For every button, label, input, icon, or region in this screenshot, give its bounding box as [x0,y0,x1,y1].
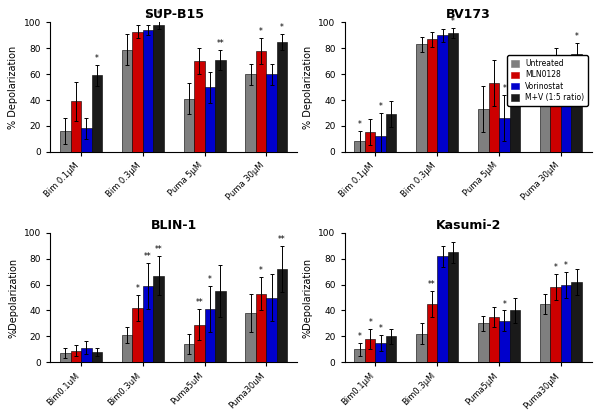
Bar [365,132,376,152]
Y-axis label: %Depolarization: %Depolarization [303,257,313,338]
Text: *: * [368,318,372,326]
Bar [448,252,458,362]
Bar [71,101,81,152]
Bar [277,269,287,362]
Text: *: * [136,284,140,293]
Bar [71,351,81,362]
Bar [437,36,448,152]
Text: *: * [146,14,150,23]
Text: *: * [208,275,212,284]
Text: *: * [280,23,284,32]
Bar [256,51,266,152]
Bar [60,353,71,362]
Text: **: ** [278,235,286,244]
Bar [427,304,437,362]
Text: *: * [259,266,263,275]
Bar [499,118,509,152]
Bar [386,336,397,362]
Bar [194,325,205,362]
Bar [355,141,365,152]
Text: *: * [379,324,383,333]
Text: *: * [502,300,506,308]
Bar [143,30,154,152]
Text: *: * [502,84,506,93]
Text: *: * [259,27,263,36]
Bar [266,297,277,362]
Bar [561,285,571,362]
Text: **: ** [217,39,224,48]
Bar [245,74,256,152]
Text: **: ** [196,298,203,307]
Bar [184,344,194,362]
Bar [215,291,226,362]
Bar [81,348,92,362]
Legend: Untreated, MLN0128, Vorinostat, M+V (1:5 ratio): Untreated, MLN0128, Vorinostat, M+V (1:5… [508,55,588,106]
Text: *: * [358,120,362,129]
Bar [561,73,571,152]
Bar [386,114,397,152]
Title: BLIN-1: BLIN-1 [151,219,197,232]
Title: SUP-B15: SUP-B15 [143,8,203,21]
Bar [427,39,437,152]
Bar [540,70,550,152]
Bar [416,334,427,362]
Bar [81,129,92,152]
Bar [133,308,143,362]
Bar [154,276,164,362]
Bar [488,83,499,152]
Bar [277,42,287,152]
Bar [416,44,427,152]
Bar [184,99,194,152]
Text: **: ** [155,245,163,254]
Text: *: * [95,54,99,63]
Bar [60,131,71,152]
Bar [437,256,448,362]
Text: *: * [554,263,557,272]
Text: *: * [157,10,160,19]
Bar [550,59,561,152]
Bar [478,323,488,362]
Bar [215,60,226,152]
Bar [488,317,499,362]
Text: **: ** [428,280,436,289]
Bar [205,87,215,152]
Bar [133,31,143,152]
Bar [143,286,154,362]
Bar [194,61,205,152]
Text: *: * [575,32,578,41]
Bar [355,349,365,362]
Bar [122,335,133,362]
Y-axis label: % Depolarization: % Depolarization [303,46,313,129]
Bar [509,70,520,152]
Y-axis label: % Depolarization: % Depolarization [8,46,19,129]
Bar [266,74,277,152]
Bar [122,49,133,152]
Bar [478,109,488,152]
Text: *: * [564,261,568,270]
Title: Kasumi-2: Kasumi-2 [436,219,501,232]
Y-axis label: %Depolarization: %Depolarization [8,257,19,338]
Bar [540,304,550,362]
Bar [376,136,386,152]
Bar [571,54,582,152]
Bar [365,339,376,362]
Bar [256,294,266,362]
Bar [509,310,520,362]
Bar [499,321,509,362]
Text: *: * [358,332,362,341]
Bar [571,282,582,362]
Bar [154,25,164,152]
Text: **: ** [144,252,152,261]
Bar [205,309,215,362]
Bar [92,352,102,362]
Bar [245,313,256,362]
Bar [376,343,386,362]
Text: *: * [379,102,383,111]
Bar [550,287,561,362]
Bar [448,33,458,152]
Text: *: * [451,17,455,26]
Title: BV173: BV173 [446,8,491,21]
Bar [92,75,102,152]
